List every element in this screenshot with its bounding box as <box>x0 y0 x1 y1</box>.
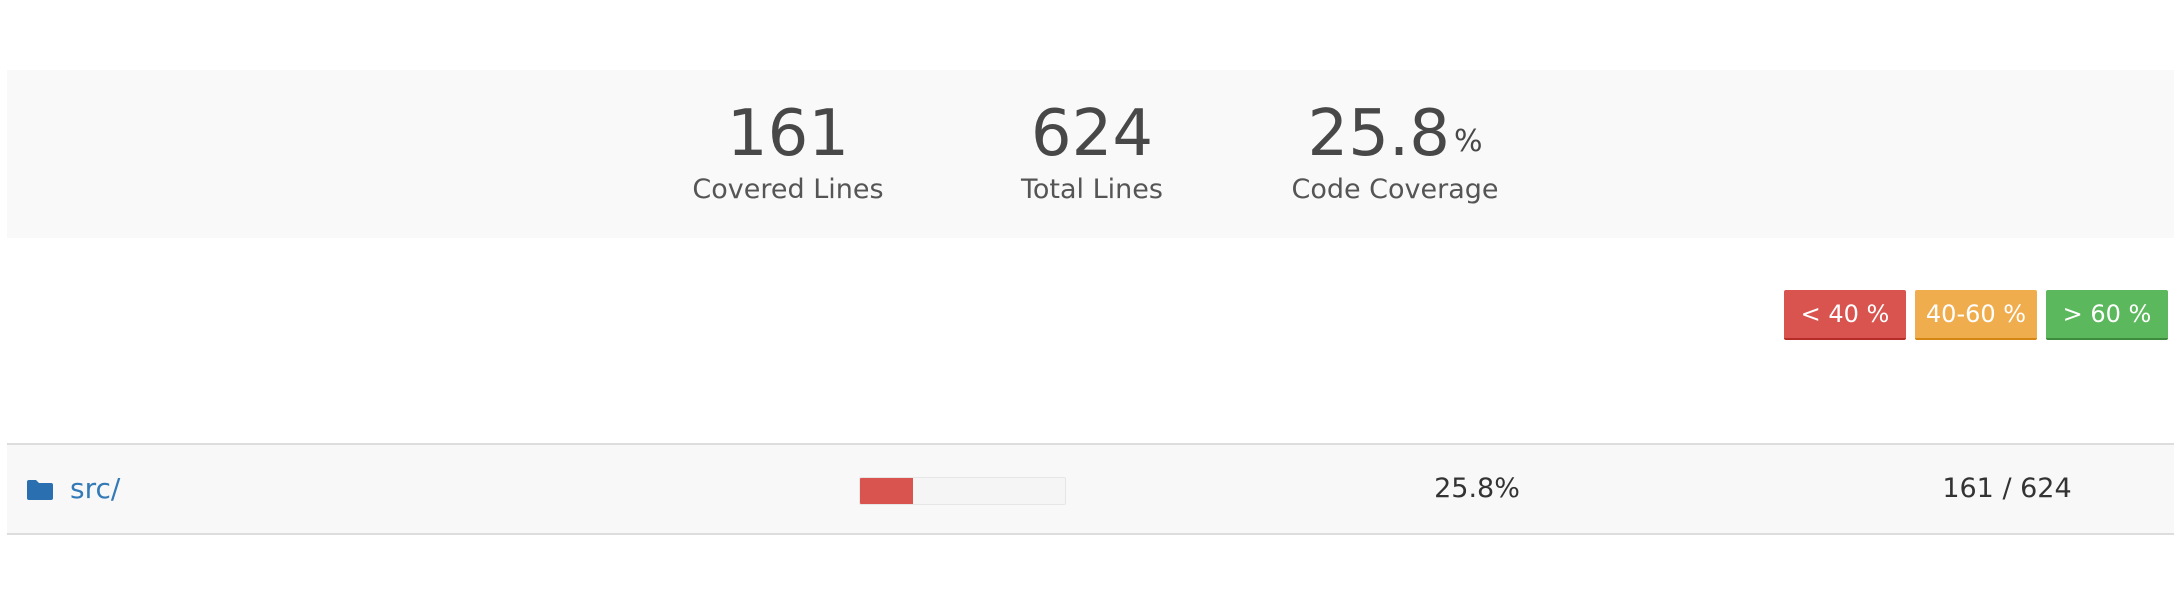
table-row: src/ 25.8% 161 / 624 <box>7 443 2174 535</box>
row-covered-total-lines: 161 / 624 <box>1942 473 2072 504</box>
code-coverage-unit: % <box>1453 124 1483 159</box>
code-coverage-value: 25.8 <box>1307 97 1450 171</box>
folder-icon <box>27 480 53 500</box>
coverage-summary: 161 Covered Lines 624 Total Lines 25.8% … <box>7 70 2174 238</box>
code-coverage-value-wrap: 25.8% <box>1245 94 1545 174</box>
covered-lines-label: Covered Lines <box>692 174 884 205</box>
code-coverage-label: Code Coverage <box>1291 174 1499 205</box>
legend-mid-badge: 40-60 % <box>1915 290 2037 340</box>
coverage-progress-fill <box>860 478 913 504</box>
covered-lines-value: 161 <box>726 97 850 171</box>
folder-link-src[interactable]: src/ <box>70 472 121 505</box>
coverage-progress-bar <box>859 477 1066 505</box>
row-coverage-percent: 25.8% <box>1434 473 1520 504</box>
legend-high-badge: > 60 % <box>2046 290 2168 340</box>
total-lines-value: 624 <box>1030 97 1154 171</box>
legend-low-badge: < 40 % <box>1784 290 1906 340</box>
total-lines-label: Total Lines <box>1021 174 1163 205</box>
